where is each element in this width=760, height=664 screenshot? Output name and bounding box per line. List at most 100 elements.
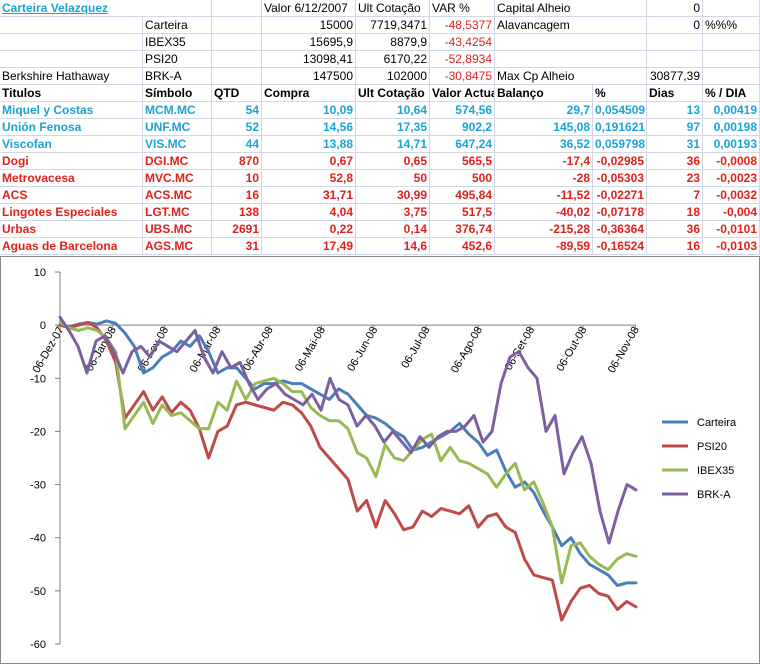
holding-dias: 7 [647,187,703,204]
holding-compra: 0,67 [262,153,356,170]
cell-empty [212,68,262,85]
holding-symbol: VIS.MC [143,136,212,153]
holding-balanco: -28 [495,170,593,187]
holding-valor: 495,84 [430,187,495,204]
cell-empty [647,34,703,51]
max-cp-value: 30877,39 [647,68,703,85]
summary-label: IBEX35 [143,34,212,51]
column-header: % / DIA [703,85,760,102]
legend-label: BRK-A [697,489,731,501]
holding-name: Miquel y Costas [0,102,143,119]
summary-ult: 102000 [356,68,430,85]
holding-symbol: MCM.MC [143,102,212,119]
summary-valor: 13098,41 [262,51,356,68]
summary-valor: 147500 [262,68,356,85]
cell-empty [703,0,760,17]
holding-qtd: 2691 [212,221,262,238]
holding-pct: -0,02985 [593,153,647,170]
holding-pctdia: 0,00198 [703,119,760,136]
summary-valor: 15695,9 [262,34,356,51]
holding-symbol: UNF.MC [143,119,212,136]
cell-empty [0,34,143,51]
holding-compra: 14,56 [262,119,356,136]
holding-name: Urbas [0,221,143,238]
series-line-carteira [58,319,638,587]
brk-name: Berkshire Hathaway [0,68,143,85]
alavancagem-label: Alavancagem [495,17,647,34]
holding-dias: 18 [647,204,703,221]
holding-valor: 647,24 [430,136,495,153]
cell-empty [703,68,760,85]
holding-compra: 31,71 [262,187,356,204]
holding-symbol: MVC.MC [143,170,212,187]
holding-balanco: 29,7 [495,102,593,119]
column-header: Balanço [495,85,593,102]
holding-ult: 14,6 [356,238,430,255]
y-tick-label: -50 [30,586,46,598]
column-header: Dias [647,85,703,102]
holding-qtd: 10 [212,170,262,187]
header-ult-cotacao: Ult Cotação [356,0,430,17]
holding-balanco: -11,52 [495,187,593,204]
holding-qtd: 31 [212,238,262,255]
holding-pct: 0,059798 [593,136,647,153]
summary-var: -43,4254 [430,34,495,51]
holding-qtd: 138 [212,204,262,221]
holding-qtd: 870 [212,153,262,170]
holding-dias: 16 [647,238,703,255]
y-tick-label: -40 [30,533,46,545]
column-header: Símbolo [143,85,212,102]
holding-symbol: ACS.MC [143,187,212,204]
capital-alheio-label: Capital Alheio [495,0,647,17]
holding-pctdia: -0,0101 [703,221,760,238]
alavancagem-value: 0 [647,17,703,34]
legend-label: Carteira [697,417,737,429]
y-tick-label: -60 [30,639,46,651]
capital-alheio-value: 0 [647,0,703,17]
cell-empty [0,17,143,34]
holding-name: Lingotes Especiales [0,204,143,221]
holding-compra: 52,8 [262,170,356,187]
holding-name: Viscofan [0,136,143,153]
cell-empty [703,51,760,68]
column-header: Titulos [0,85,143,102]
holding-ult: 17,35 [356,119,430,136]
holding-valor: 517,5 [430,204,495,221]
summary-valor: 15000 [262,17,356,34]
holding-compra: 10,09 [262,102,356,119]
y-tick-label: -20 [30,426,46,438]
holding-name: Metrovacesa [0,170,143,187]
y-tick-label: -30 [30,480,46,492]
holding-pctdia: -0,0023 [703,170,760,187]
holding-dias: 13 [647,102,703,119]
summary-var: -30,8475 [430,68,495,85]
holding-name: Unión Fenosa [0,119,143,136]
holding-valor: 376,74 [430,221,495,238]
legend-label: PSI20 [697,441,727,453]
summary-var: -48,5377 [430,17,495,34]
holding-pct: -0,07178 [593,204,647,221]
holding-dias: 97 [647,119,703,136]
holding-balanco: 145,08 [495,119,593,136]
holding-compra: 0,22 [262,221,356,238]
max-cp-label: Max Cp Alheio [495,68,647,85]
series-line-brk-a [58,315,638,545]
summary-ult: 7719,3471 [356,17,430,34]
cell-empty [212,34,262,51]
cell-empty [212,17,262,34]
holding-qtd: 52 [212,119,262,136]
header-valor: Valor 6/12/2007 [262,0,356,17]
holding-name: ACS [0,187,143,204]
y-tick-label: 0 [40,320,46,332]
holding-ult: 50 [356,170,430,187]
cell-empty [703,34,760,51]
holding-dias: 23 [647,170,703,187]
holding-pct: 0,191621 [593,119,647,136]
holding-qtd: 16 [212,187,262,204]
holding-pct: -0,36364 [593,221,647,238]
column-header: Compra [262,85,356,102]
holding-dias: 36 [647,153,703,170]
legend-label: IBEX35 [697,465,734,477]
holding-valor: 565,5 [430,153,495,170]
